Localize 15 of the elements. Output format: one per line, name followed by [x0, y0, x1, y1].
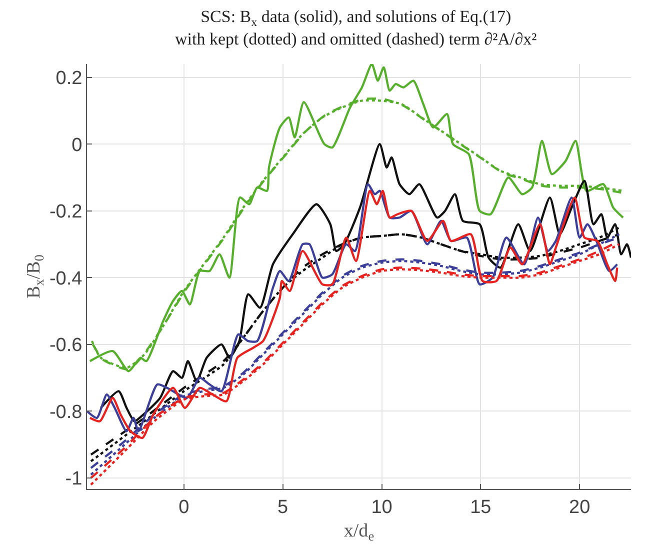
- y-tick-label: -0.8: [49, 402, 82, 423]
- x-tick-label: 15: [470, 496, 492, 518]
- x-tick-label: 0: [178, 496, 190, 518]
- y-tick-label: -0.2: [49, 202, 82, 223]
- y-tick-label: 0: [72, 134, 82, 156]
- x-tick-label: 10: [371, 496, 392, 518]
- x-tick-label: 5: [278, 496, 288, 518]
- y-tick-label: 0.2: [56, 68, 82, 89]
- x-tick-label: 20: [569, 496, 590, 518]
- y-tick-label: -0.4: [49, 268, 83, 290]
- x-axis-title: x/d$_{e}$: [344, 520, 374, 544]
- y-tick-label: -0.6: [49, 335, 82, 356]
- chart-title: SCS: B$_{x}$ data (solid), and solutions of Eq.(17): [200, 7, 512, 29]
- y-tick-label: -1: [65, 468, 82, 490]
- chart-subtitle: with kept (dotted) and omitted (dashed) term ∂²A/∂x²: [174, 29, 537, 48]
